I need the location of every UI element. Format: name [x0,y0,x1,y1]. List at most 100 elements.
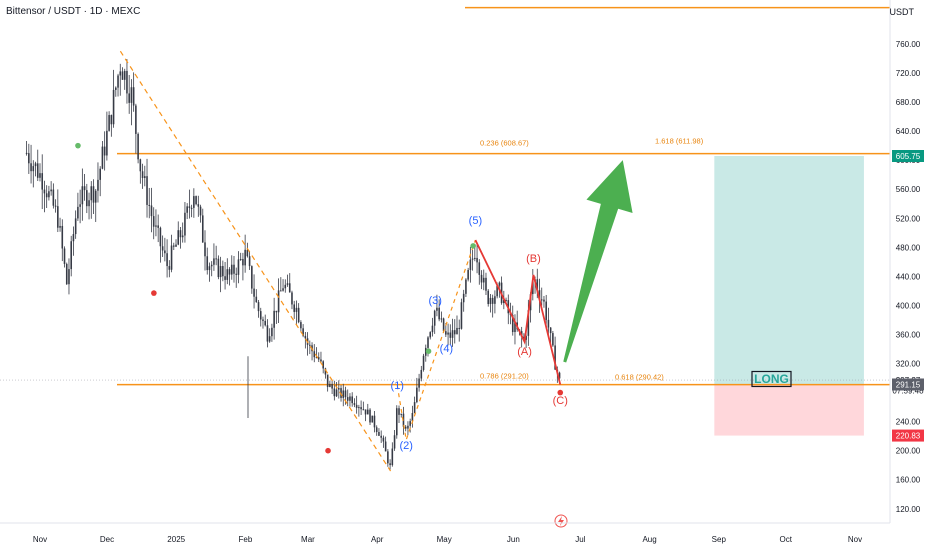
wave-label: (4) [440,343,453,355]
candle-body [224,276,226,280]
candle-body [172,245,175,247]
candle-body [121,71,124,80]
candle-body [487,290,490,305]
candle-body [30,163,32,172]
candle-body [400,413,403,415]
candle-body [268,336,271,342]
candle-body [275,310,278,313]
red-marker [151,290,157,296]
candle-body [387,451,389,464]
fib-label: 0.786 (291.20) [480,372,529,381]
correction-wave-line [474,239,562,385]
candle-body [34,163,37,167]
candle-body [72,234,75,242]
candle-body [39,173,41,178]
candle-body [81,186,84,205]
candle-body [195,196,197,205]
candle-body [358,407,360,409]
candle-body [135,105,137,134]
candle-body [293,304,296,312]
candle-body [61,225,64,249]
candle-body [395,408,398,436]
candle-body [246,249,249,257]
candle-body [264,320,267,326]
candle-body [342,390,345,398]
candle-body [132,87,135,106]
y-tick-label: 760.00 [896,40,921,49]
candle-body [83,186,86,191]
candle-body [503,299,505,304]
candle-body [90,186,93,201]
candle-body [552,333,554,346]
candle-body [413,402,416,414]
candle-body [259,311,262,320]
candle-body [326,374,329,387]
x-tick-label: May [437,535,452,544]
candle-body [50,189,52,192]
candle-body [353,403,356,405]
candle-body [115,87,117,90]
candle-body [360,407,362,410]
candle-body [59,225,61,228]
candle-body [460,302,463,329]
wave-label: (5) [469,215,482,227]
candle-body [320,359,322,362]
candle-body [420,369,423,379]
fib-label: 0.236 (608.67) [480,139,529,148]
candle-body [462,293,465,303]
candle-body [184,212,186,236]
candle-body [474,257,476,259]
candle-body [119,71,122,76]
wave-label: (C) [553,395,568,407]
candle-body [431,325,434,333]
candle-body [166,253,168,267]
candle-body [65,263,68,285]
x-tick-label: Dec [100,535,114,544]
candle-body [79,204,81,207]
candle-body [436,307,438,311]
candle-body [54,205,57,207]
candle-body [139,159,142,172]
x-tick-label: Oct [780,535,793,544]
candle-body [146,176,148,205]
candle-body [253,288,255,297]
candle-body [456,327,458,335]
candle-body [251,266,253,289]
candle-body [364,409,367,415]
candle-body [498,282,501,286]
candle-body [496,285,498,297]
candle-body [206,256,209,271]
candle-body [297,307,300,323]
candle-body [97,179,99,191]
price-tag-bg [892,429,924,442]
green-marker [470,243,476,249]
candle-body [155,225,157,227]
flash-icon-circle [554,514,568,528]
candle-body [148,204,151,206]
candle-body [228,269,231,275]
candle-body [547,319,550,328]
y-tick-label: 360.00 [896,330,921,339]
candle-body [480,274,483,283]
candle-body [469,259,472,270]
y-tick-label: 320.00 [896,360,921,369]
fib-label: 1.618 (611.98) [655,136,704,145]
wave-label: (A) [517,346,532,358]
candle-body [491,297,494,304]
dashed-wave-line [396,239,476,440]
profit-zone [714,155,864,385]
candle-body [63,248,66,264]
candle-body [233,264,235,274]
candle-body [418,378,420,388]
candle-body [92,186,95,203]
candle-body [449,332,452,338]
candle-body [201,215,204,243]
candle-body [25,152,28,154]
candle-body [545,301,547,320]
candle-body [130,87,133,103]
candle-body [389,463,391,466]
long-label-box [751,370,792,388]
candle-body [540,299,543,301]
candle-body [409,421,411,426]
